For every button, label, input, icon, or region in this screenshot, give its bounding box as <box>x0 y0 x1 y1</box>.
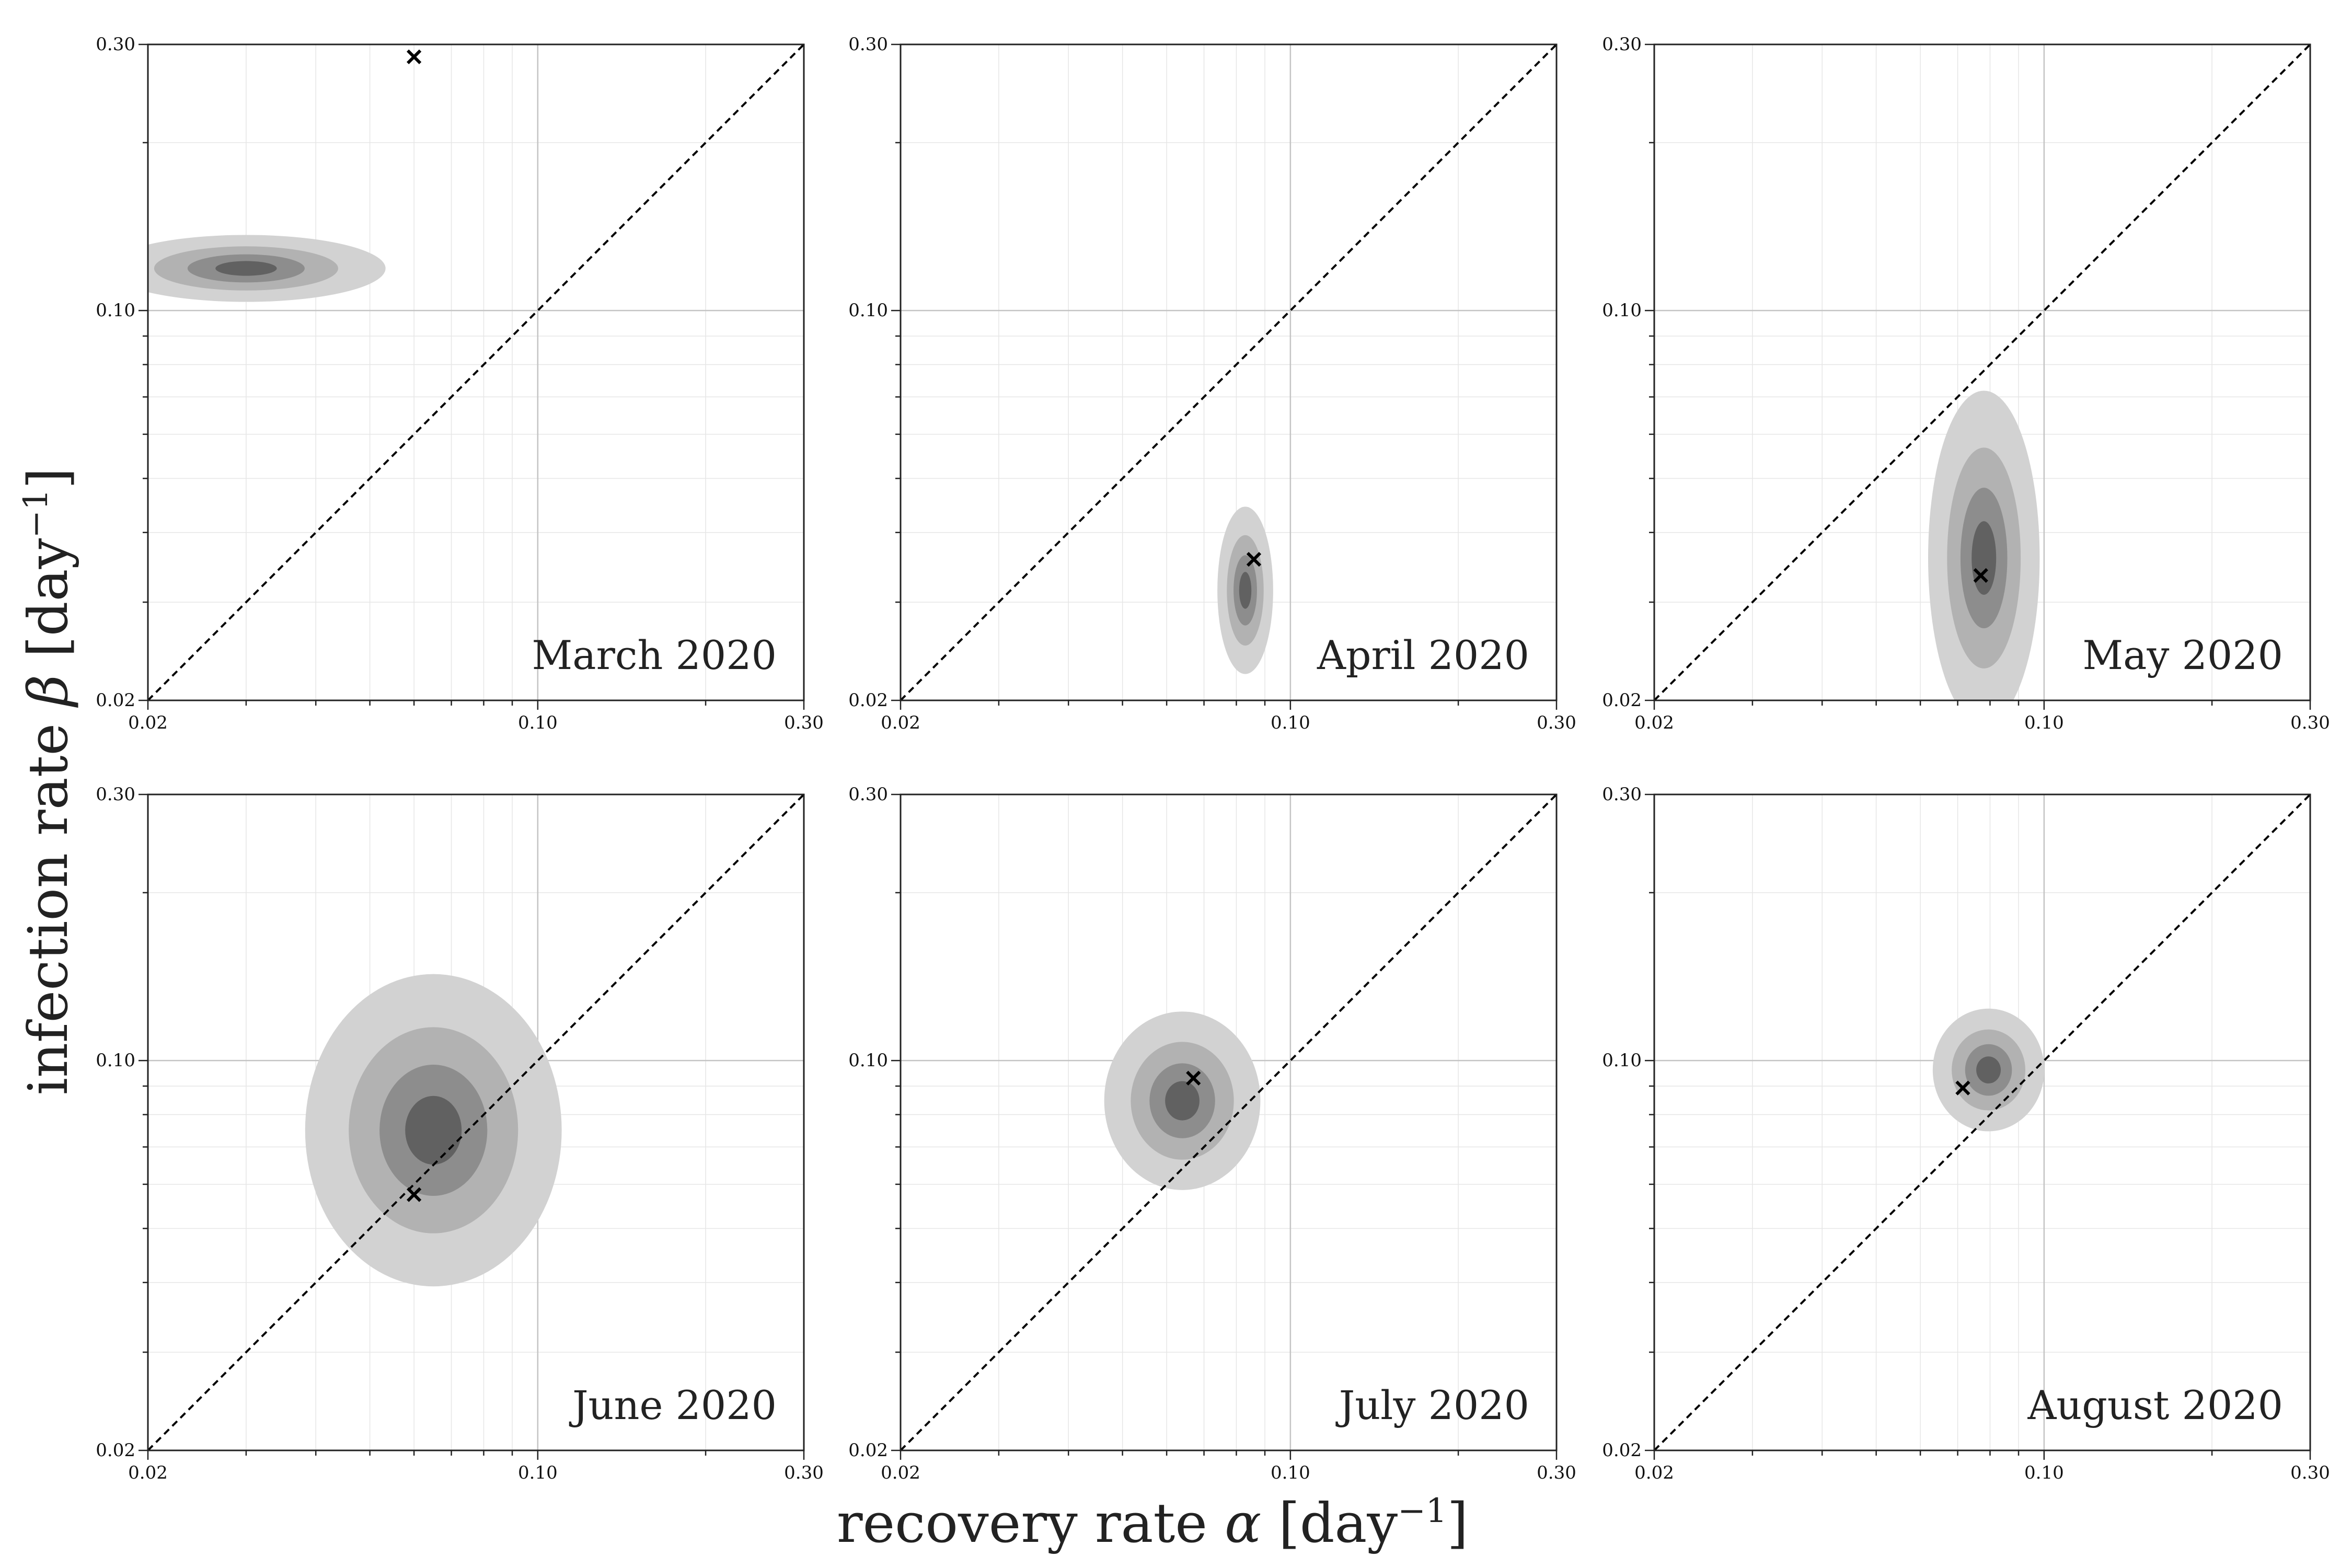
x-marker-stroke <box>1246 552 1262 567</box>
x-tick-label: 0.10 <box>1271 1462 1310 1483</box>
y-tick-label: 0.02 <box>848 690 888 711</box>
y-tick-label: 0.10 <box>848 300 888 321</box>
posterior-contour-4 <box>1971 521 1997 595</box>
identity-diagonal-line <box>1653 43 2311 701</box>
identity-diagonal-line <box>1653 793 2311 1451</box>
posterior-density <box>305 974 562 1287</box>
y-tick-label: 0.02 <box>1602 690 1642 711</box>
posterior-density <box>1104 1011 1261 1190</box>
identity-diagonal-line <box>900 43 1558 701</box>
x-marker-stroke <box>1955 1080 1970 1096</box>
y-tick-label: 0.02 <box>96 1440 135 1461</box>
y-tick-label: 0.10 <box>848 1050 888 1071</box>
y-tick-label: 0.02 <box>96 690 135 711</box>
x-axis-title: recovery rate α [day−1] <box>837 1491 1468 1555</box>
plot-frame <box>900 43 1558 701</box>
y-tick-label: 0.30 <box>848 784 888 805</box>
plot-frame <box>900 793 1558 1451</box>
panel-month-label: July 2020 <box>1335 1382 1529 1428</box>
plot-frame <box>1653 793 2311 1451</box>
estimate-x-marker <box>407 1187 422 1202</box>
x-marker-stroke <box>1973 568 1988 583</box>
identity-diagonal-line <box>147 43 805 701</box>
identity-diagonal-line <box>147 793 805 1451</box>
plot-frame <box>147 793 805 1451</box>
posterior-contour-4 <box>215 261 277 276</box>
panel-month-label: May 2020 <box>2082 632 2283 678</box>
y-tick-label: 0.30 <box>848 34 888 55</box>
chart-panel: 0.020.02 0.10 0.10 0.30 0.30 July 2020 <box>848 784 1576 1483</box>
y-tick-label: 0.30 <box>1602 34 1642 55</box>
x-tick-label: 0.02 <box>1634 712 1674 733</box>
y-tick-label: 0.02 <box>1602 1440 1642 1461</box>
panel-month-label: April 2020 <box>1317 632 1529 678</box>
chart-panel: 0.020.02 0.10 0.10 0.30 0.30 August 2020 <box>1602 784 2330 1483</box>
panel-month-label: March 2020 <box>532 632 777 678</box>
chart-panel: 0.020.02 0.10 0.10 0.30 0.30 May 2020 <box>1602 34 2330 733</box>
posterior-contour-4 <box>1976 1056 2001 1083</box>
x-tick-label: 0.10 <box>1271 712 1310 733</box>
x-tick-label: 0.10 <box>518 1462 558 1483</box>
x-tick-label: 0.10 <box>518 712 558 733</box>
x-tick-label: 0.30 <box>784 1462 824 1483</box>
chart-panel: 0.020.02 0.10 0.10 0.30 0.30 March 2020 <box>96 34 824 733</box>
y-tick-label: 0.02 <box>848 1440 888 1461</box>
x-tick-label: 0.30 <box>1537 712 1576 733</box>
posterior-contour-4 <box>1239 572 1252 609</box>
posterior-density <box>1932 1008 2045 1132</box>
panel-month-label: June 2020 <box>569 1382 777 1428</box>
x-tick-label: 0.10 <box>2024 1462 2064 1483</box>
chart-panel: 0.020.02 0.10 0.10 0.30 0.30 April 2020 <box>848 34 1576 733</box>
y-tick-label: 0.10 <box>1602 300 1642 321</box>
posterior-density <box>148 235 386 302</box>
x-tick-label: 0.02 <box>881 712 920 733</box>
estimate-x-marker <box>1246 552 1262 567</box>
y-tick-label: 0.10 <box>96 1050 135 1071</box>
posterior-contour-4 <box>1165 1081 1200 1121</box>
estimate-x-marker <box>407 49 422 64</box>
posterior-density <box>1217 506 1273 674</box>
posterior-contour-4 <box>405 1096 462 1165</box>
y-tick-label: 0.30 <box>96 784 135 805</box>
y-tick-label: 0.30 <box>1602 784 1642 805</box>
x-tick-label: 0.10 <box>2024 712 2064 733</box>
y-axis-title: infection rate β [day−1] <box>16 468 80 1095</box>
x-tick-label: 0.30 <box>1537 1462 1576 1483</box>
y-tick-label: 0.10 <box>96 300 135 321</box>
y-tick-label: 0.30 <box>96 34 135 55</box>
x-tick-label: 0.30 <box>784 712 824 733</box>
plot-frame <box>1653 43 2311 701</box>
identity-diagonal-line <box>900 793 1558 1451</box>
x-tick-label: 0.02 <box>128 1462 168 1483</box>
x-tick-label: 0.02 <box>128 712 168 733</box>
estimate-x-marker <box>1973 568 1988 583</box>
x-tick-label: 0.02 <box>881 1462 920 1483</box>
plot-frame <box>147 43 805 701</box>
estimate-x-marker <box>1186 1070 1201 1086</box>
x-marker-stroke <box>1186 1070 1201 1086</box>
estimate-x-marker <box>1955 1080 1970 1096</box>
x-tick-label: 0.30 <box>2290 1462 2330 1483</box>
x-marker-stroke <box>407 1187 422 1202</box>
chart-panel: 0.020.02 0.10 0.10 0.30 0.30 June 2020 <box>96 784 824 1483</box>
x-tick-label: 0.02 <box>1634 1462 1674 1483</box>
y-tick-label: 0.10 <box>1602 1050 1642 1071</box>
x-tick-label: 0.30 <box>2290 712 2330 733</box>
panel-month-label: August 2020 <box>2027 1382 2283 1428</box>
posterior-density <box>1928 390 2040 700</box>
x-marker-stroke <box>407 49 422 64</box>
